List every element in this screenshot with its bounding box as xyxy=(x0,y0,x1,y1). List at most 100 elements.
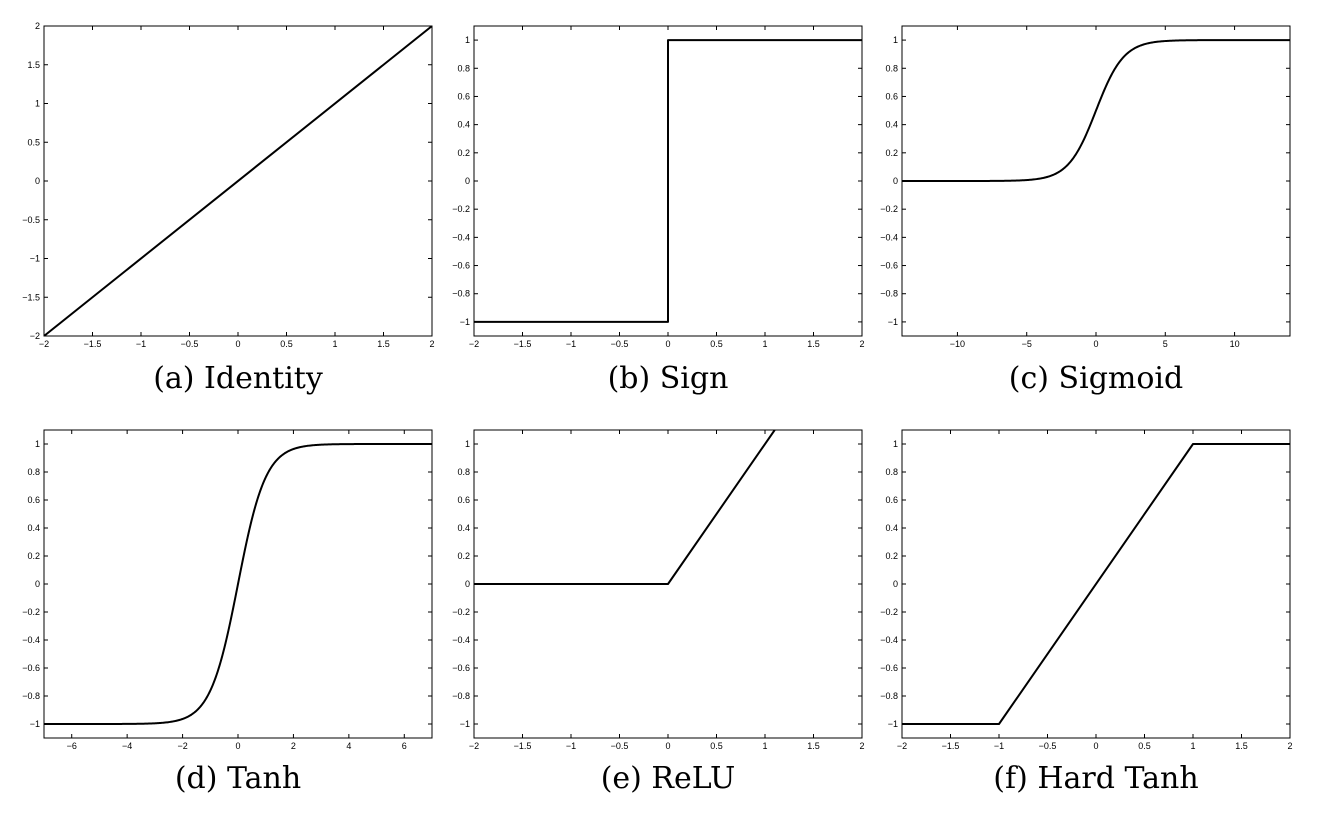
tanh-y-tick-label: 0.8 xyxy=(27,467,40,477)
identity-x-tick-label: 0.5 xyxy=(280,339,293,349)
sigmoid-curve xyxy=(902,39,1290,182)
hard-tanh-y-tick-label: −0.6 xyxy=(880,663,898,673)
hard-tanh-y-tick-label: −0.8 xyxy=(880,691,898,701)
tanh-y-tick-label: 0.6 xyxy=(27,495,40,505)
sigmoid-y-tick-label: 1 xyxy=(893,35,898,45)
hard-tanh-x-tick-label: 1.5 xyxy=(1235,741,1248,751)
sigmoid-y-tick-label: 0.4 xyxy=(885,120,898,130)
identity-x-tick-label: −1 xyxy=(136,339,146,349)
relu-y-tick-label: −0.2 xyxy=(452,607,470,617)
hard-tanh-caption: (f) Hard Tanh xyxy=(993,761,1198,796)
relu-x-tick-label: −1.5 xyxy=(514,741,532,751)
hard-tanh-x-tick-label: −2 xyxy=(897,741,907,751)
sigmoid-x-tick-label: 0 xyxy=(1093,339,1098,349)
tanh-x-tick-label: −2 xyxy=(177,741,187,751)
relu-y-tick-label: −0.8 xyxy=(452,691,470,701)
hard-tanh-x-tick-label: 0 xyxy=(1093,741,1098,751)
sign-x-tick-label: 0 xyxy=(665,339,670,349)
identity-curve xyxy=(44,26,432,336)
tanh-y-tick-label: −0.4 xyxy=(22,635,40,645)
panel-sign: −2 −1.5 −1 −0.5 0 0.5 1 1.5 2 −1 −0.8 −0.6 −0.4 −0.2 0… xyxy=(452,25,865,396)
tanh-y-tick-label: −0.8 xyxy=(22,691,40,701)
identity-y-tick-label: 1 xyxy=(35,99,40,109)
tanh-y-tick-label: 0.2 xyxy=(27,551,40,561)
hard-tanh-x-tick-label: −1 xyxy=(994,741,1004,751)
relu-y-tick-label: −0.4 xyxy=(452,635,470,645)
sign-y-tick-label: −0.4 xyxy=(452,232,470,242)
sigmoid-y-tick-label: 0.6 xyxy=(885,91,898,101)
tanh-x-tick-label: 2 xyxy=(291,741,296,751)
sigmoid-x-tick-label: −5 xyxy=(1022,339,1032,349)
sigmoid-y-tick-label: 0.8 xyxy=(885,63,898,73)
tanh-y-tick-label: −0.6 xyxy=(22,663,40,673)
identity-x-tick-label: −1.5 xyxy=(84,339,102,349)
hard-tanh-x-tick-label: 1 xyxy=(1190,741,1195,751)
identity-y-tick-label: −0.5 xyxy=(22,215,40,225)
relu-y-tick-label: 0 xyxy=(465,579,470,589)
sign-y-tick-label: −0.6 xyxy=(452,261,470,271)
tanh-x-tick-label: 0 xyxy=(235,741,240,751)
identity-x-tick-label: −0.5 xyxy=(181,339,199,349)
sign-x-tick-label: 2 xyxy=(859,339,864,349)
sign-y-tick-label: −1 xyxy=(460,317,470,327)
sign-x-tick-label: −1.5 xyxy=(514,339,532,349)
identity-caption: (a) Identity xyxy=(153,361,323,396)
sigmoid-y-tick-label: −0.8 xyxy=(880,289,898,299)
hard-tanh-y-tick-label: 0 xyxy=(893,579,898,589)
identity-x-tick-label: 1 xyxy=(332,339,337,349)
sign-y-tick-label: 1 xyxy=(465,35,470,45)
tanh-y-tick-label: 0 xyxy=(35,579,40,589)
sign-x-tick-label: −1 xyxy=(566,339,576,349)
sigmoid-x-tick-label: 10 xyxy=(1230,339,1240,349)
identity-x-tick-label: 2 xyxy=(429,339,434,349)
sigmoid-y-tick-label: −1 xyxy=(888,317,898,327)
hard-tanh-y-tick-label: −0.4 xyxy=(880,635,898,645)
sign-y-tick-label: −0.8 xyxy=(452,289,470,299)
relu-caption: (e) ReLU xyxy=(601,761,736,796)
sign-y-tick-label: −0.2 xyxy=(452,204,470,214)
panel-tanh: −6 −4 −2 0 2 4 6 −1 −0.8 −0.6 −0.4 −0.2 0 0.2 0.4 0.6 0.… xyxy=(22,429,433,796)
identity-y-tick-label: 0 xyxy=(35,176,40,186)
hard-tanh-y-tick-label: −1 xyxy=(888,719,898,729)
identity-x-tick-label: 0 xyxy=(235,339,240,349)
identity-x-tick-label: 1.5 xyxy=(377,339,390,349)
panel-hard-tanh: −2 −1.5 −1 −0.5 0 0.5 1 1.5 2 −1 −0.8 −0.6 −0.4 −0.2 0… xyxy=(880,429,1293,796)
sign-y-tick-label: 0.4 xyxy=(457,120,470,130)
relu-y-tick-label: 0.8 xyxy=(457,467,470,477)
sign-y-tick-label: 0 xyxy=(465,176,470,186)
relu-y-tick-label: −1 xyxy=(460,719,470,729)
tanh-y-tick-label: 0.4 xyxy=(27,523,40,533)
hard-tanh-x-tick-label: 0.5 xyxy=(1138,741,1151,751)
tanh-x-tick-label: −4 xyxy=(122,741,132,751)
panel-identity: −2 −1.5 −1 −0.5 0 0.5 1 1.5 2 −2 −1.5 −1 −0.5 0 0.5 1 1.… xyxy=(22,21,434,396)
hard-tanh-x-tick-label: −1.5 xyxy=(942,741,960,751)
sign-curve xyxy=(474,39,862,323)
sign-y-tick-label: 0.2 xyxy=(457,148,470,158)
sigmoid-y-tick-label: −0.4 xyxy=(880,232,898,242)
tanh-y-tick-label: −0.2 xyxy=(22,607,40,617)
sign-x-tick-label: −0.5 xyxy=(611,339,629,349)
relu-y-tick-label: 0.6 xyxy=(457,495,470,505)
sigmoid-y-tick-label: 0 xyxy=(893,176,898,186)
identity-y-tick-label: 2 xyxy=(35,21,40,31)
identity-x-tick-label: −2 xyxy=(39,339,49,349)
relu-x-tick-label: 0.5 xyxy=(710,741,723,751)
sign-caption: (b) Sign xyxy=(608,361,729,396)
hard-tanh-y-tick-label: 0.2 xyxy=(885,551,898,561)
sign-x-tick-label: −2 xyxy=(469,339,479,349)
identity-y-tick-label: −1.5 xyxy=(22,292,40,302)
hard-tanh-x-tick-label: −0.5 xyxy=(1039,741,1057,751)
hard-tanh-y-tick-label: 0.6 xyxy=(885,495,898,505)
identity-y-tick-label: 0.5 xyxy=(27,137,40,147)
tanh-caption: (d) Tanh xyxy=(175,761,301,796)
hard-tanh-y-tick-label: 0.4 xyxy=(885,523,898,533)
tanh-x-tick-label: 4 xyxy=(346,741,351,751)
identity-y-tick-label: −2 xyxy=(30,331,40,341)
sigmoid-x-tick-label: −10 xyxy=(950,339,965,349)
tanh-x-tick-label: 6 xyxy=(402,741,407,751)
sign-x-tick-label: 0.5 xyxy=(710,339,723,349)
relu-curve xyxy=(474,430,776,585)
sigmoid-x-tick-label: 5 xyxy=(1163,339,1168,349)
